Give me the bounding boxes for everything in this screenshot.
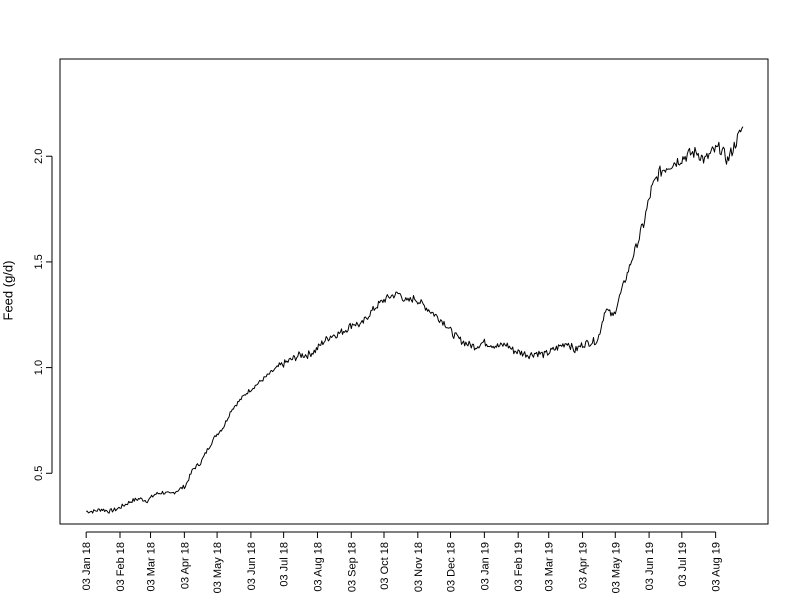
x-tick-label: 03 Jun 18: [246, 542, 258, 590]
x-tick-label: 03 May 18: [212, 542, 224, 593]
x-tick-label: 03 Aug 18: [312, 542, 324, 592]
x-tick-label: 03 Sep 18: [346, 542, 358, 592]
feed-series-line: [86, 126, 744, 514]
x-tick-label: 03 Mar 19: [544, 542, 556, 592]
x-tick-label: 03 Jul 19: [677, 542, 689, 587]
y-tick-label: 1.5: [33, 254, 45, 269]
y-tick-label: 1.0: [33, 360, 45, 375]
x-tick-label: 03 Feb 18: [115, 542, 127, 592]
y-tick-label: 0.5: [33, 466, 45, 481]
x-tick-label: 03 Jun 19: [644, 542, 656, 590]
x-tick-label: 03 Jan 19: [479, 542, 491, 590]
x-tick-label: 03 Feb 19: [513, 542, 525, 592]
x-tick-label: 03 Jan 18: [81, 542, 93, 590]
x-tick-label: 03 Apr 19: [578, 542, 590, 589]
y-tick-label: 2.0: [33, 149, 45, 164]
x-tick-label: 03 Nov 18: [413, 542, 425, 592]
y-axis-label: Feed (g/d): [0, 260, 16, 321]
x-tick-label: 03 Aug 19: [711, 542, 723, 592]
x-tick-label: 03 Jul 18: [279, 542, 291, 587]
plot-frame: [59, 58, 769, 525]
x-tick-label: 03 Oct 18: [379, 542, 391, 590]
x-tick-label: 03 Dec 18: [446, 542, 458, 592]
x-tick-label: 03 Mar 18: [146, 542, 158, 592]
x-tick-label: 03 Apr 18: [179, 542, 191, 589]
x-tick-label: 03 May 19: [610, 542, 622, 593]
